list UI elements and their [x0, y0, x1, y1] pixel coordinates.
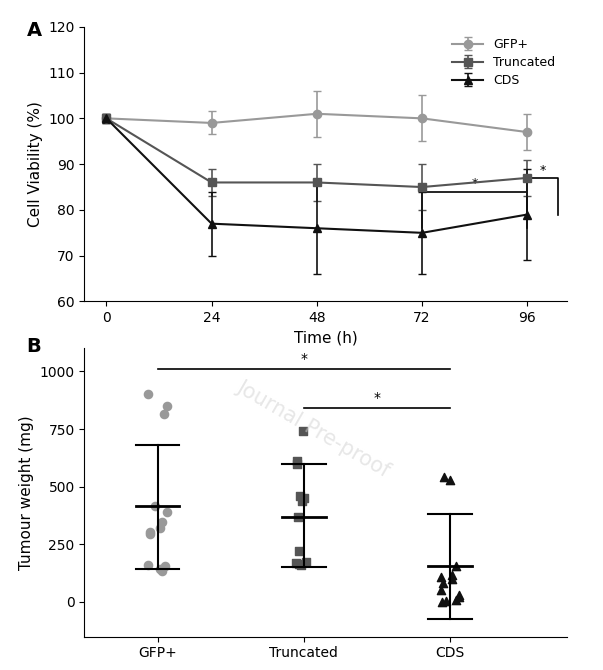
Point	[296, 559, 306, 570]
Point	[447, 574, 457, 584]
Point	[437, 596, 446, 607]
Point	[295, 490, 305, 501]
Point	[451, 561, 461, 572]
Point	[452, 594, 461, 605]
Text: Journal Pre-proof: Journal Pre-proof	[233, 377, 394, 481]
Point	[162, 401, 172, 411]
Point	[446, 474, 455, 485]
Point	[162, 507, 172, 517]
Point	[144, 559, 153, 570]
Point	[298, 426, 308, 437]
Point	[441, 596, 450, 606]
Point	[143, 389, 153, 400]
Point	[297, 495, 307, 506]
Legend: GFP+, Truncated, CDS: GFP+, Truncated, CDS	[447, 33, 561, 92]
Text: B: B	[27, 337, 41, 356]
Point	[295, 559, 305, 570]
Point	[160, 561, 170, 572]
Point	[293, 511, 303, 522]
Point	[447, 570, 456, 581]
Point	[455, 592, 464, 603]
Point	[436, 585, 446, 596]
Point	[299, 493, 309, 504]
Point	[155, 563, 165, 574]
Point	[436, 572, 446, 582]
Y-axis label: Tumour weight (mg): Tumour weight (mg)	[19, 415, 34, 570]
Point	[150, 501, 160, 512]
Text: *: *	[472, 178, 478, 190]
Point	[292, 458, 302, 469]
X-axis label: Time (h): Time (h)	[294, 331, 358, 346]
Text: A: A	[27, 21, 42, 40]
Text: *: *	[373, 391, 380, 405]
Point	[146, 526, 156, 537]
Point	[157, 517, 167, 528]
Y-axis label: Cell Viability (%): Cell Viability (%)	[28, 101, 43, 227]
Point	[146, 529, 156, 539]
Point	[454, 590, 464, 600]
Point	[438, 578, 448, 589]
Text: *: *	[540, 163, 546, 176]
Point	[155, 523, 165, 533]
Point	[295, 546, 305, 557]
Point	[159, 409, 169, 419]
Text: *: *	[300, 352, 307, 366]
Point	[292, 456, 302, 467]
Point	[439, 472, 449, 483]
Point	[301, 556, 311, 567]
Point	[157, 565, 166, 576]
Point	[291, 557, 301, 568]
